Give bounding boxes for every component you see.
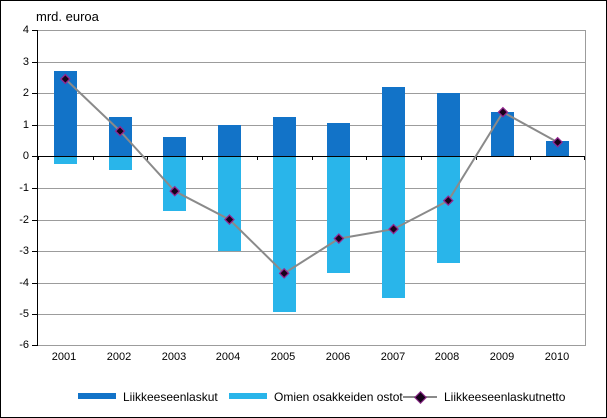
y-tick-label: 3 bbox=[22, 56, 29, 68]
category-axis-tick bbox=[147, 156, 148, 160]
chart-title: mrd. euroa bbox=[36, 9, 99, 24]
gridline bbox=[38, 283, 585, 284]
x-tick-label: 2003 bbox=[161, 351, 187, 363]
category-axis-tick bbox=[366, 156, 367, 160]
netto-line-chart bbox=[59, 73, 564, 279]
y-axis-tick bbox=[32, 156, 37, 157]
y-tick-label: -1 bbox=[19, 182, 29, 194]
y-axis-tick bbox=[32, 125, 37, 126]
bar-liikkeeseenlaskut-2003 bbox=[163, 137, 186, 156]
y-tick-label: 1 bbox=[22, 119, 29, 131]
legend-item-liikkeeseenlaskut: Liikkeeseenlaskut bbox=[78, 388, 218, 406]
netto-diamond-marker-icon bbox=[278, 267, 290, 279]
y-axis-tick bbox=[32, 220, 37, 221]
bar-liikkeeseenlaskut-2006 bbox=[327, 123, 350, 156]
legend-item-omien-osakkeiden-ostot: Omien osakkeiden ostot bbox=[229, 388, 403, 406]
x-tick-label: 2009 bbox=[489, 351, 515, 363]
y-axis-tick bbox=[32, 93, 37, 94]
bar-liikkeeseenlaskut-2005 bbox=[273, 117, 296, 157]
bar-omien osakkeiden ostot-2006 bbox=[327, 156, 350, 273]
legend: Liikkeeseenlaskut Omien osakkeiden ostot… bbox=[1, 388, 606, 408]
y-tick-label: 0 bbox=[22, 150, 29, 162]
legend-swatch-liikkeeseenlaskut bbox=[78, 393, 116, 399]
gridline bbox=[38, 345, 585, 346]
gridline bbox=[38, 30, 585, 31]
category-axis-tick bbox=[530, 156, 531, 160]
bar-omien osakkeiden ostot-2003 bbox=[163, 156, 186, 211]
x-tick-label: 2006 bbox=[325, 351, 351, 363]
y-axis-tick bbox=[32, 283, 37, 284]
netto-diamond-marker-icon bbox=[497, 106, 509, 118]
netto-diamond-marker-icon bbox=[388, 223, 399, 235]
legend-label-omien-osakkeiden-ostot: Omien osakkeiden ostot bbox=[274, 390, 403, 404]
gridline bbox=[38, 62, 585, 63]
category-axis-tick bbox=[421, 156, 422, 160]
plot-area bbox=[37, 30, 586, 346]
x-tick-label: 2001 bbox=[51, 351, 77, 363]
category-axis-tick bbox=[257, 156, 258, 160]
netto-diamond-marker-icon bbox=[59, 73, 71, 85]
netto-diamond-marker-icon bbox=[552, 136, 564, 148]
y-tick-label: -5 bbox=[19, 308, 29, 320]
y-axis-tick bbox=[32, 251, 37, 252]
bar-omien osakkeiden ostot-2004 bbox=[218, 156, 241, 251]
x-tick-label: 2005 bbox=[270, 351, 296, 363]
category-axis-tick bbox=[312, 156, 313, 160]
legend-swatch-liikkeeseenlaskutnetto bbox=[403, 391, 437, 404]
gridline bbox=[38, 314, 585, 315]
y-axis-tick bbox=[32, 188, 37, 189]
y-axis-tick bbox=[32, 314, 37, 315]
y-axis-tick bbox=[32, 345, 37, 346]
category-axis-tick bbox=[202, 156, 203, 160]
legend-label-liikkeeseenlaskut: Liikkeeseenlaskut bbox=[123, 390, 218, 404]
category-axis-tick bbox=[93, 156, 94, 160]
y-tick-label: -2 bbox=[19, 214, 29, 226]
netto-diamond-marker-icon bbox=[114, 125, 126, 137]
legend-swatch-omien-osakkeiden-ostot bbox=[229, 393, 267, 399]
legend-item-liikkeeseenlaskutnetto: Liikkeeseenlaskutnetto bbox=[403, 388, 565, 406]
bar-liikkeeseenlaskut-2007 bbox=[382, 87, 405, 157]
bar-liikkeeseenlaskut-2001 bbox=[54, 71, 77, 156]
bar-omien osakkeiden ostot-2002 bbox=[109, 156, 132, 170]
gridline bbox=[38, 93, 585, 94]
y-axis-tick bbox=[32, 62, 37, 63]
y-tick-label: 4 bbox=[22, 24, 29, 36]
y-axis-tick bbox=[32, 30, 37, 31]
gridline bbox=[38, 125, 585, 126]
y-tick-label: -6 bbox=[19, 339, 29, 351]
zero-axis-line bbox=[38, 156, 585, 157]
legend-diamond-marker-icon bbox=[414, 391, 427, 404]
bar-omien osakkeiden ostot-2005 bbox=[273, 156, 296, 312]
bar-omien osakkeiden ostot-2001 bbox=[54, 156, 77, 164]
y-tick-label: -3 bbox=[19, 245, 29, 257]
gridline bbox=[38, 188, 585, 189]
y-tick-label: -4 bbox=[19, 277, 29, 289]
y-tick-label: 2 bbox=[22, 87, 29, 99]
bar-liikkeeseenlaskut-2008 bbox=[437, 93, 460, 156]
x-tick-label: 2002 bbox=[106, 351, 132, 363]
netto-diamond-marker-icon bbox=[224, 214, 235, 226]
x-tick-label: 2007 bbox=[380, 351, 406, 363]
category-axis-tick bbox=[38, 156, 39, 160]
x-tick-label: 2010 bbox=[544, 351, 570, 363]
gridline bbox=[38, 220, 585, 221]
bar-omien osakkeiden ostot-2008 bbox=[437, 156, 460, 263]
bar-liikkeeseenlaskut-2010 bbox=[546, 141, 569, 157]
netto-diamond-marker-icon bbox=[333, 233, 345, 244]
x-tick-label: 2004 bbox=[215, 351, 241, 363]
x-tick-label: 2008 bbox=[434, 351, 460, 363]
netto-diamond-marker-icon bbox=[442, 195, 454, 207]
netto-diamond-marker-icon bbox=[169, 185, 181, 197]
bar-liikkeeseenlaskut-2004 bbox=[218, 125, 241, 157]
netto-line bbox=[64, 78, 559, 275]
legend-label-liikkeeseenlaskutnetto: Liikkeeseenlaskutnetto bbox=[444, 390, 566, 404]
category-axis-tick bbox=[584, 156, 585, 160]
category-axis-tick bbox=[476, 156, 477, 160]
gridline bbox=[38, 251, 585, 252]
